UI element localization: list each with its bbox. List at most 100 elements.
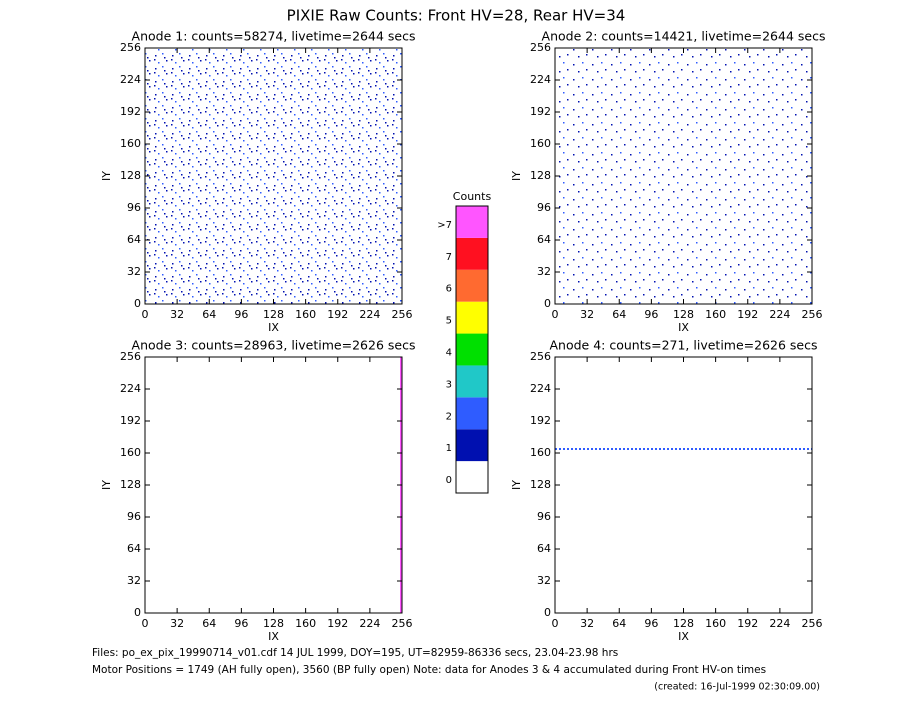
y-tick-label: 0	[134, 606, 141, 619]
y-tick-label: 224	[530, 382, 551, 395]
colorbar-label: 4	[446, 348, 452, 359]
x-tick-label: 224	[359, 617, 380, 630]
colorbar-swatch	[456, 301, 488, 334]
texture	[370, 48, 402, 304]
y-tick-label: 192	[120, 414, 141, 427]
y-axis-label: IY	[100, 171, 113, 181]
x-tick-label: 224	[769, 308, 790, 321]
x-tick-label: 128	[673, 308, 694, 321]
colorbar-label: >7	[437, 220, 452, 231]
y-tick-label: 128	[120, 169, 141, 182]
plot-frame	[144, 356, 403, 614]
x-tick-label: 160	[295, 308, 316, 321]
colorbar-swatch	[456, 397, 488, 430]
y-tick-label: 32	[127, 265, 141, 278]
y-tick-label: 0	[134, 297, 141, 310]
x-tick-label: 256	[802, 308, 823, 321]
y-tick-label: 160	[120, 137, 141, 150]
x-tick-label: 0	[142, 617, 149, 630]
y-tick-label: 64	[127, 233, 141, 246]
x-tick-label: 32	[580, 617, 594, 630]
colorbar-frame	[455, 205, 489, 494]
texture	[145, 48, 167, 304]
y-tick-label: 224	[120, 382, 141, 395]
y-axis-label: IY	[510, 171, 523, 181]
colorbar-label: 0	[446, 475, 452, 486]
y-tick-label: 32	[127, 574, 141, 587]
x-tick-label: 0	[142, 308, 149, 321]
y-tick-label: 256	[120, 41, 141, 54]
x-tick-label: 32	[170, 617, 184, 630]
x-tick-label: 96	[644, 308, 658, 321]
colorbar-swatch	[456, 237, 488, 270]
x-tick-label: 64	[202, 308, 216, 321]
panel-title: Anode 1: counts=58274, livetime=2644 sec…	[132, 29, 416, 44]
x-tick-label: 192	[737, 617, 758, 630]
y-tick-label: 0	[544, 297, 551, 310]
y-tick-label: 32	[537, 574, 551, 587]
x-tick-label: 224	[769, 617, 790, 630]
y-tick-label: 256	[530, 350, 551, 363]
y-tick-label: 192	[530, 105, 551, 118]
x-tick-label: 192	[327, 308, 348, 321]
y-tick-label: 96	[537, 201, 551, 214]
y-tick-label: 64	[537, 233, 551, 246]
x-tick-label: 160	[705, 617, 726, 630]
x-tick-label: 96	[234, 617, 248, 630]
colorbar-swatch	[456, 365, 488, 398]
x-tick-label: 256	[392, 308, 413, 321]
x-axis-label: IX	[268, 321, 279, 334]
panel-title: Anode 3: counts=28963, livetime=2626 sec…	[132, 338, 416, 353]
y-tick-label: 160	[530, 446, 551, 459]
main-title: PIXIE Raw Counts: Front HV=28, Rear HV=3…	[287, 7, 626, 25]
x-tick-label: 64	[612, 617, 626, 630]
footer-files: Files: po_ex_pix_19990714_v01.cdf 14 JUL…	[92, 647, 618, 659]
y-tick-label: 256	[120, 350, 141, 363]
y-tick-label: 32	[537, 265, 551, 278]
x-tick-label: 128	[263, 308, 284, 321]
colorbar-label: 5	[446, 316, 452, 327]
x-tick-label: 160	[295, 617, 316, 630]
x-tick-label: 64	[202, 617, 216, 630]
colorbar-title: Counts	[453, 190, 492, 203]
y-tick-label: 128	[530, 478, 551, 491]
x-tick-label: 32	[580, 308, 594, 321]
texture	[555, 48, 812, 304]
x-tick-label: 96	[234, 308, 248, 321]
x-tick-label: 128	[673, 617, 694, 630]
y-tick-label: 96	[127, 201, 141, 214]
colorbar-label: 1	[446, 443, 452, 454]
colorbar-label: 6	[446, 284, 452, 295]
footer-created: (created: 16-Jul-1999 02:30:09.00)	[654, 682, 820, 693]
y-axis-label: IY	[100, 480, 113, 490]
y-tick-label: 160	[120, 446, 141, 459]
panel-title: Anode 4: counts=271, livetime=2626 secs	[549, 338, 817, 353]
x-tick-label: 128	[263, 617, 284, 630]
x-tick-label: 224	[359, 308, 380, 321]
x-axis-label: IX	[268, 630, 279, 643]
colorbar-label: 2	[446, 411, 452, 422]
y-tick-label: 96	[127, 510, 141, 523]
y-tick-label: 96	[537, 510, 551, 523]
colorbar-swatch	[456, 429, 488, 462]
colorbar-label: 3	[446, 379, 452, 390]
y-tick-label: 64	[537, 542, 551, 555]
x-tick-label: 64	[612, 308, 626, 321]
colorbar-swatch	[456, 333, 488, 366]
y-tick-label: 128	[120, 478, 141, 491]
y-tick-label: 224	[530, 73, 551, 86]
y-tick-label: 256	[530, 41, 551, 54]
colorbar-label: 7	[446, 252, 452, 263]
x-tick-label: 96	[644, 617, 658, 630]
x-tick-label: 0	[552, 308, 559, 321]
footer-motor: Motor Positions = 1749 (AH fully open), …	[92, 664, 766, 676]
panel-title: Anode 2: counts=14421, livetime=2644 sec…	[542, 29, 826, 44]
colorbar-swatch	[456, 461, 488, 493]
x-tick-label: 160	[705, 308, 726, 321]
y-tick-label: 64	[127, 542, 141, 555]
colorbar-swatch	[456, 269, 488, 302]
y-tick-label: 0	[544, 606, 551, 619]
x-axis-label: IX	[678, 321, 689, 334]
texture	[145, 48, 402, 304]
